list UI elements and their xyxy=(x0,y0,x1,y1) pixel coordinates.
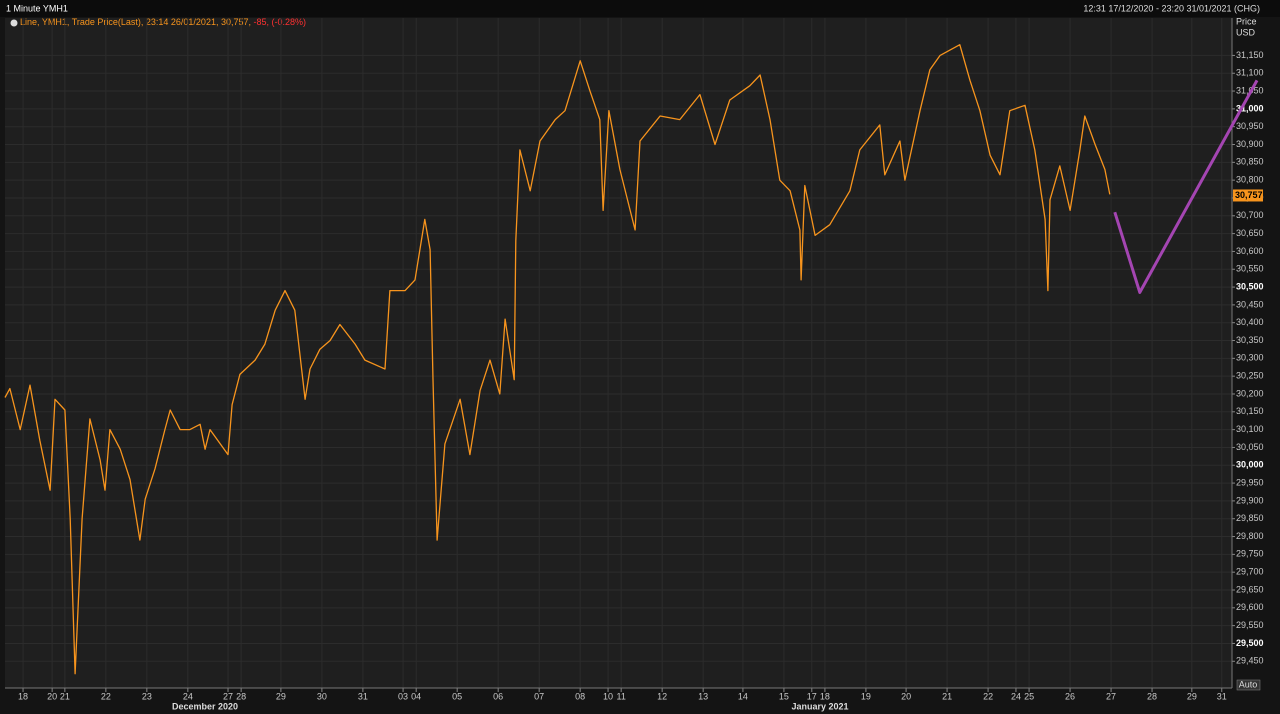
y-tick-label: 30,650 xyxy=(1236,228,1264,238)
y-tick-label: 30,800 xyxy=(1236,175,1264,185)
month-label: January 2021 xyxy=(791,701,848,711)
scale-mode-button[interactable] xyxy=(1236,679,1261,691)
x-tick-label: 17 xyxy=(807,691,817,701)
y-tick-label: 30,050 xyxy=(1236,442,1264,452)
x-tick-label: 05 xyxy=(452,691,462,701)
y-tick-label: 30,500 xyxy=(1236,281,1264,291)
x-tick-label: 11 xyxy=(616,691,625,701)
y-tick-label: 30,550 xyxy=(1236,264,1264,274)
header-title: 1 Minute YMH1 xyxy=(6,3,68,13)
y-tick-label: 29,950 xyxy=(1236,477,1264,487)
x-tick-label: 04 xyxy=(411,691,421,701)
y-tick-label: 30,850 xyxy=(1236,157,1264,167)
y-tick-label: 31,150 xyxy=(1236,50,1264,60)
y-tick-label: 29,850 xyxy=(1236,513,1264,523)
y-tick-label: 30,900 xyxy=(1236,139,1264,149)
y-tick-label: 31,100 xyxy=(1236,68,1264,78)
x-tick-label: 24 xyxy=(1011,691,1021,701)
y-tick-label: 30,300 xyxy=(1236,353,1264,363)
y-tick-label: 30,450 xyxy=(1236,299,1264,309)
x-tick-label: 30 xyxy=(317,691,327,701)
y-tick-label: 31,000 xyxy=(1236,103,1264,113)
x-tick-label: 24 xyxy=(183,691,193,701)
x-tick-label: 27 xyxy=(1106,691,1116,701)
y-tick-label: 30,400 xyxy=(1236,317,1264,327)
month-label: December 2020 xyxy=(172,701,238,711)
x-tick-label: 28 xyxy=(236,691,246,701)
last-price-box xyxy=(1233,189,1263,202)
x-tick-label: 20 xyxy=(901,691,911,701)
x-tick-label: 10 xyxy=(603,691,613,701)
y-tick-label: 29,750 xyxy=(1236,549,1264,559)
x-tick-label: 31 xyxy=(1217,691,1227,701)
x-tick-label: 12 xyxy=(657,691,667,701)
y-tick-label: 29,550 xyxy=(1236,620,1264,630)
x-tick-label: 27 xyxy=(223,691,233,701)
y-tick-label: 29,700 xyxy=(1236,567,1264,577)
x-tick-label: 29 xyxy=(1187,691,1197,701)
x-tick-label: 25 xyxy=(1024,691,1034,701)
x-tick-label: 06 xyxy=(493,691,503,701)
grid xyxy=(5,18,1232,688)
x-tick-label: 03 xyxy=(398,691,408,701)
header-bar xyxy=(0,0,1280,17)
x-tick-label: 08 xyxy=(575,691,585,701)
y-tick-label: 29,500 xyxy=(1236,638,1264,648)
y-tick-label: 30,350 xyxy=(1236,335,1264,345)
y-tick-label: 30,250 xyxy=(1236,371,1264,381)
y-tick-label: 30,600 xyxy=(1236,246,1264,256)
y-tick-label: 30,000 xyxy=(1236,460,1264,470)
x-tick-label: 26 xyxy=(1065,691,1075,701)
price-line xyxy=(1113,79,1259,294)
y-tick-label: 29,450 xyxy=(1236,656,1264,666)
x-tick-label: 31 xyxy=(358,691,368,701)
x-tick-label: 15 xyxy=(779,691,789,701)
y-tick-label: 30,100 xyxy=(1236,424,1264,434)
y-tick-label: 30,950 xyxy=(1236,121,1264,131)
y-axis-title: Price xyxy=(1236,16,1257,26)
x-tick-label: 22 xyxy=(983,691,993,701)
header-range: 12:31 17/12/2020 - 23:20 31/01/2021 (CHG… xyxy=(1083,3,1260,13)
plot-area xyxy=(5,18,1232,688)
legend: Line, YMH1, Trade Price(Last), 23:14 26/… xyxy=(20,17,306,27)
legend-change: -85, (-0.28%) xyxy=(254,17,307,27)
y-tick-label: 29,900 xyxy=(1236,495,1264,505)
y-tick-label: 30,200 xyxy=(1236,388,1264,398)
y-tick-label: 30,700 xyxy=(1236,210,1264,220)
y-axis-unit: USD xyxy=(1236,27,1256,37)
y-tick-label: 29,600 xyxy=(1236,602,1264,612)
scale-mode[interactable]: Auto xyxy=(1239,679,1258,689)
x-tick-label: 13 xyxy=(698,691,708,701)
x-tick-label: 21 xyxy=(60,691,70,701)
legend-text: Line, YMH1, Trade Price(Last), 23:14 26/… xyxy=(20,17,251,27)
x-tick-label: 18 xyxy=(820,691,830,701)
legend-icon xyxy=(10,19,18,27)
y-tick-label: 30,150 xyxy=(1236,406,1264,416)
x-tick-label: 18 xyxy=(18,691,28,701)
x-tick-label: 28 xyxy=(1147,691,1157,701)
x-tick-label: 23 xyxy=(142,691,152,701)
last-price-label: 30,757 xyxy=(1235,190,1263,200)
x-tick-label: 20 xyxy=(47,691,57,701)
y-tick-label: 29,800 xyxy=(1236,531,1264,541)
x-tick-label: 29 xyxy=(276,691,286,701)
x-tick-label: 19 xyxy=(861,691,871,701)
x-tick-label: 07 xyxy=(534,691,544,701)
x-tick-label: 22 xyxy=(101,691,111,701)
x-tick-label: 14 xyxy=(738,691,748,701)
x-tick-label: 21 xyxy=(942,691,952,701)
y-tick-label: 29,650 xyxy=(1236,584,1264,594)
price-line xyxy=(4,44,1111,675)
